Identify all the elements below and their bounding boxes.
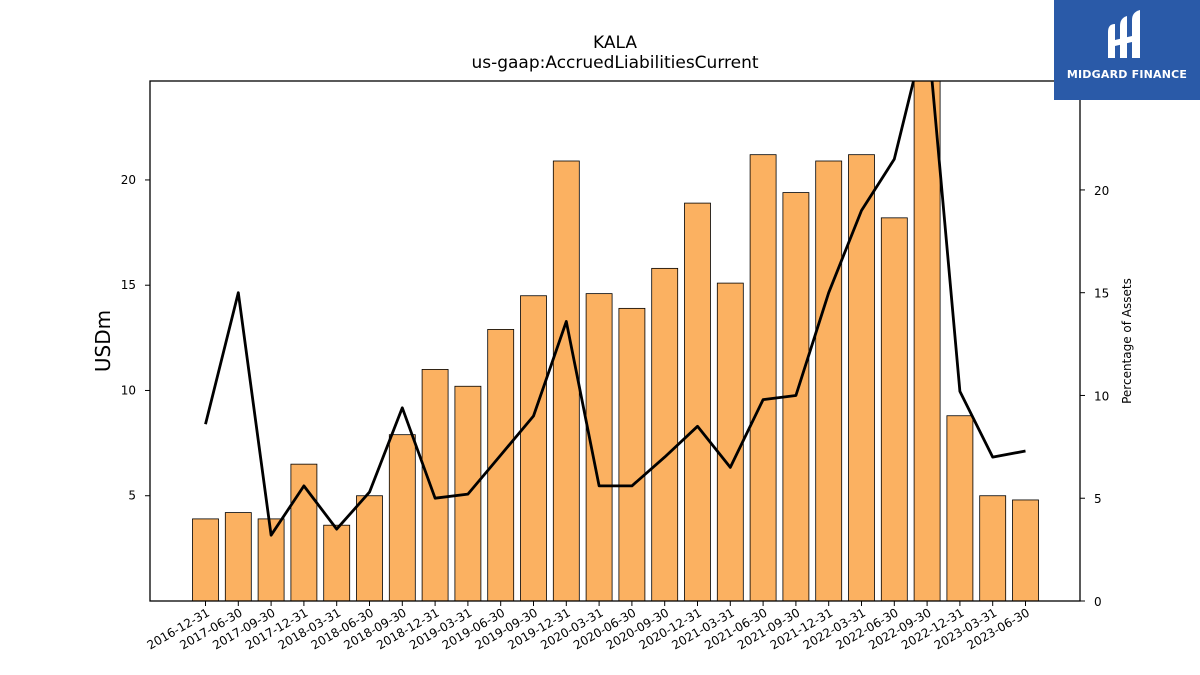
y-axis-label-right: Percentage of Assets xyxy=(1120,278,1134,404)
series-line xyxy=(204,81,1026,537)
y-right-tick-label: 5 xyxy=(1094,492,1102,506)
bar xyxy=(520,295,547,601)
bar xyxy=(651,267,679,601)
y-tick-label: 20 xyxy=(121,173,136,187)
bar xyxy=(684,202,711,601)
bar xyxy=(323,524,351,601)
bar xyxy=(815,160,843,601)
y-right-tick-label: 15 xyxy=(1094,287,1109,301)
bar xyxy=(913,81,941,601)
bar xyxy=(224,512,252,601)
bar xyxy=(192,518,219,601)
y-right-tick-label: 20 xyxy=(1094,184,1109,198)
bar xyxy=(946,415,974,601)
midgard-finance-logo: MIDGARD FINANCE xyxy=(1054,0,1200,100)
y-tick-label: 5 xyxy=(128,489,136,503)
y-right-tick-label: 0 xyxy=(1094,595,1102,609)
bar xyxy=(356,495,383,601)
y-right-tick-label: 10 xyxy=(1094,389,1109,403)
bar xyxy=(388,434,416,601)
bar xyxy=(749,154,777,601)
bar xyxy=(1012,499,1039,601)
chart-subtitle: us-gaap:AccruedLiabilitiesCurrent xyxy=(471,53,758,73)
y-axis-left: 5 10 15 20 xyxy=(121,173,150,503)
bar xyxy=(421,369,449,601)
bar xyxy=(848,154,875,601)
bar xyxy=(979,495,1007,601)
x-axis: 2016-12-312017-06-302017-09-302017-12-31… xyxy=(145,601,1032,652)
logo-text: MIDGARD FINANCE xyxy=(1066,68,1188,81)
bar xyxy=(618,307,646,601)
y-tick-label: 15 xyxy=(121,278,136,292)
bar xyxy=(716,282,744,601)
chart-title: KALA xyxy=(593,33,637,53)
midgard-m-logo-icon xyxy=(1108,10,1140,58)
line-series xyxy=(204,81,1026,537)
bar xyxy=(552,160,580,601)
plot-frame xyxy=(149,80,1081,602)
y-axis-label-left: USDm xyxy=(91,310,115,372)
y-axis-right: 0 5 10 15 20 xyxy=(1080,184,1109,609)
bar-series xyxy=(192,81,1039,601)
y-tick-label: 10 xyxy=(121,383,136,397)
bar xyxy=(880,217,908,601)
